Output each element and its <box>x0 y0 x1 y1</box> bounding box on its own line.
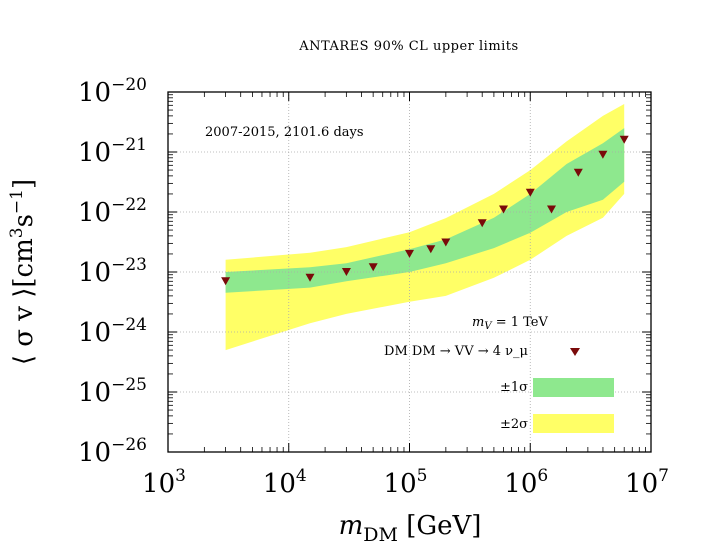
legend-label-dm-channel: DM DM → VV → 4 ν_μ <box>384 344 528 359</box>
chart-title: ANTARES 90% CL upper limits <box>298 39 518 54</box>
period-annotation: 2007-2015, 2101.6 days <box>205 125 364 140</box>
limit-point <box>499 205 508 214</box>
limit-point <box>598 150 608 159</box>
y-tick-label: 10−23 <box>78 255 147 288</box>
legend-label-one-sigma: ±1σ <box>500 380 528 395</box>
limit-point <box>441 238 451 247</box>
x-tick-label: 107 <box>625 466 669 499</box>
limit-point <box>525 188 535 197</box>
legend-marker-dm-channel <box>570 348 580 356</box>
legend-swatch-one-sigma <box>533 378 614 397</box>
x-tick-label: 106 <box>504 466 548 499</box>
y-tick-label: 10−24 <box>78 315 147 348</box>
legend: mV = 1 TeV DM DM → VV → 4 ν_μ ±1σ ±2σ <box>384 315 614 433</box>
y-tick-label: 10−20 <box>78 75 147 108</box>
y-axis-title: ⟨ σ v ⟩[cm3s−1] <box>7 179 39 365</box>
x-tick-label: 103 <box>142 466 186 499</box>
y-tick-label: 10−22 <box>78 195 147 228</box>
axis-ticks <box>167 91 652 453</box>
x-tick-labels: 103 104 105 106 107 <box>142 466 669 499</box>
limit-point <box>405 249 414 258</box>
x-axis-title: mDM [GeV] <box>339 511 482 546</box>
legend-header: mV = 1 TeV <box>472 315 548 332</box>
limit-point <box>341 268 351 276</box>
y-tick-label: 10−26 <box>78 435 147 468</box>
band-one-sigma <box>225 128 625 293</box>
legend-label-two-sigma: ±2σ <box>500 417 528 432</box>
legend-swatch-two-sigma <box>533 414 614 433</box>
limit-point <box>221 277 231 286</box>
limit-point <box>547 205 556 214</box>
limit-point <box>368 263 378 272</box>
limit-point <box>426 245 436 254</box>
y-tick-label: 10−21 <box>78 135 147 168</box>
band-two-sigma <box>225 104 625 351</box>
limit-point <box>477 219 487 228</box>
limit-markers <box>221 135 629 286</box>
y-tick-labels: 10−26 10−25 10−24 10−23 10−22 10−21 10−20 <box>78 75 147 468</box>
limit-point <box>305 273 315 282</box>
limit-point <box>573 168 583 177</box>
x-tick-label: 104 <box>263 466 307 499</box>
x-tick-label: 105 <box>384 466 428 499</box>
limit-point <box>619 135 629 144</box>
y-tick-label: 10−25 <box>78 375 147 408</box>
uncertainty-bands <box>225 104 625 351</box>
